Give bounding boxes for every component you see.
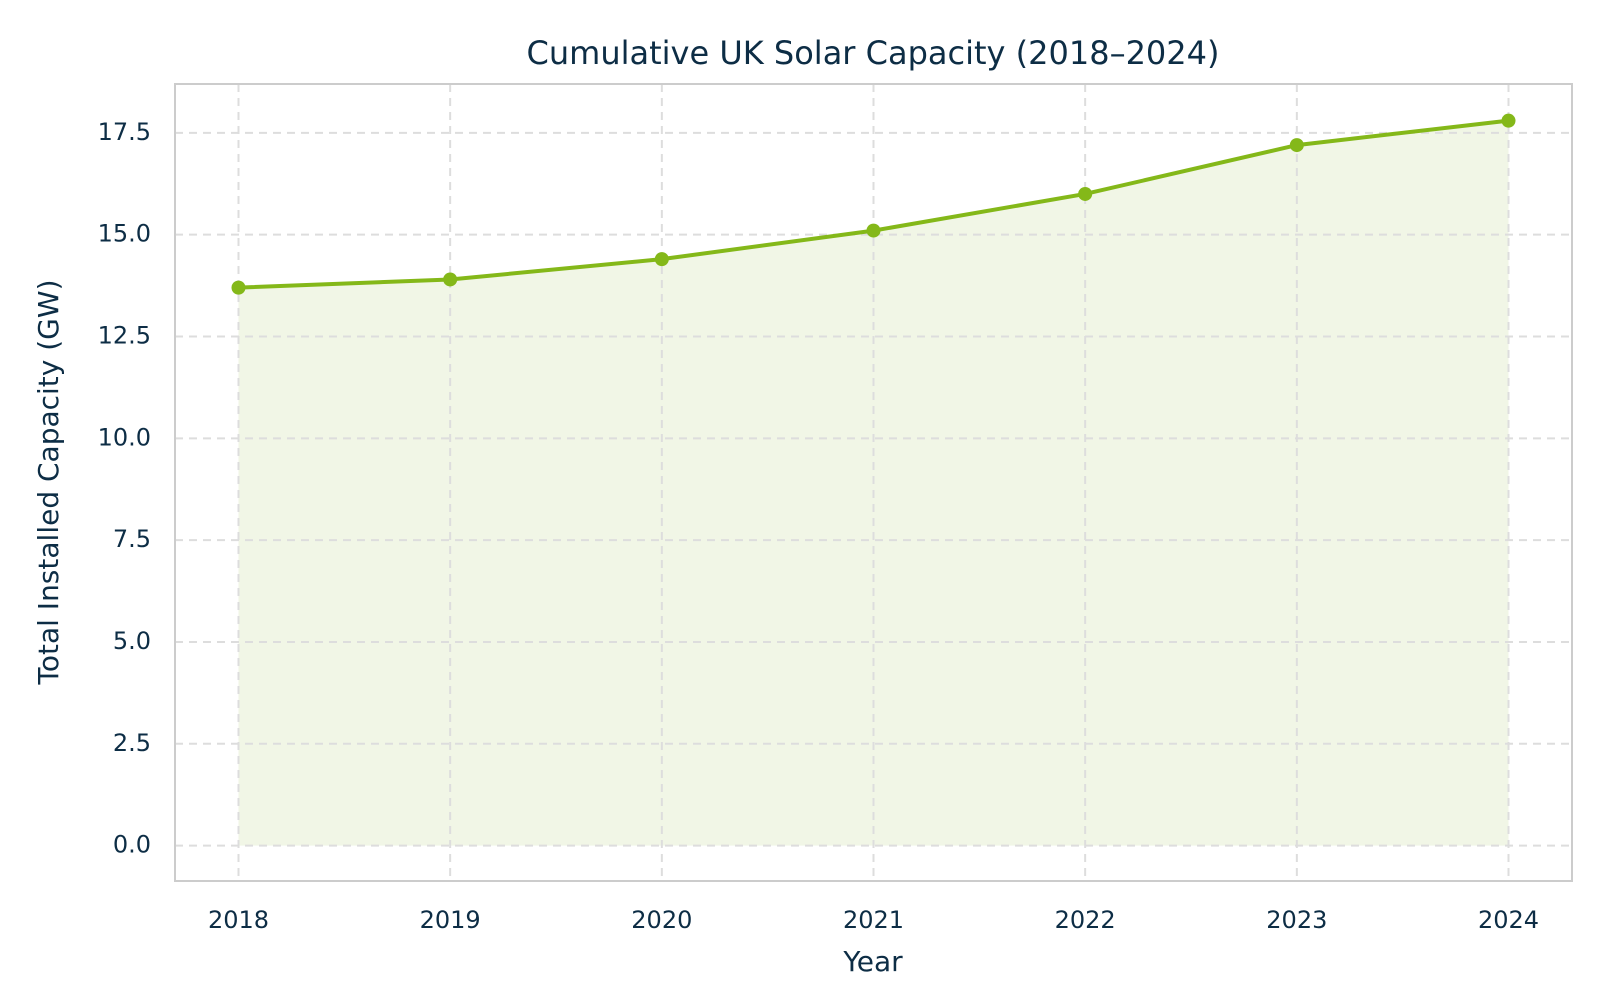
plot-frame (174, 83, 1573, 882)
point (443, 272, 458, 287)
x-tick-label: 2021 (843, 906, 904, 934)
point (866, 223, 881, 238)
point (1078, 186, 1093, 201)
y-tick-label: 2.5 (113, 729, 151, 757)
y-tick-label: 17.5 (98, 118, 151, 146)
point (654, 252, 669, 267)
x-tick-label: 2020 (631, 906, 692, 934)
y-axis-label: Total Installed Capacity (GW) (32, 280, 65, 686)
point (1289, 138, 1304, 153)
y-tick-label: 0.0 (113, 831, 151, 859)
x-tick-label: 2018 (208, 906, 269, 934)
y-tick-label: 5.0 (113, 627, 151, 655)
y-tick-label: 12.5 (98, 321, 151, 349)
chart-title: Cumulative UK Solar Capacity (2018–2024) (527, 34, 1220, 72)
point (1501, 113, 1516, 128)
y-tick-label: 15.0 (98, 220, 151, 248)
point (231, 280, 246, 295)
x-tick-label: 2024 (1478, 906, 1539, 934)
x-tick-label: 2019 (420, 906, 481, 934)
y-tick-label: 7.5 (113, 525, 151, 553)
y-tick-label: 10.0 (98, 423, 151, 451)
x-tick-label: 2022 (1055, 906, 1116, 934)
x-tick-label: 2023 (1266, 906, 1327, 934)
x-axis-label: Year (842, 945, 903, 978)
